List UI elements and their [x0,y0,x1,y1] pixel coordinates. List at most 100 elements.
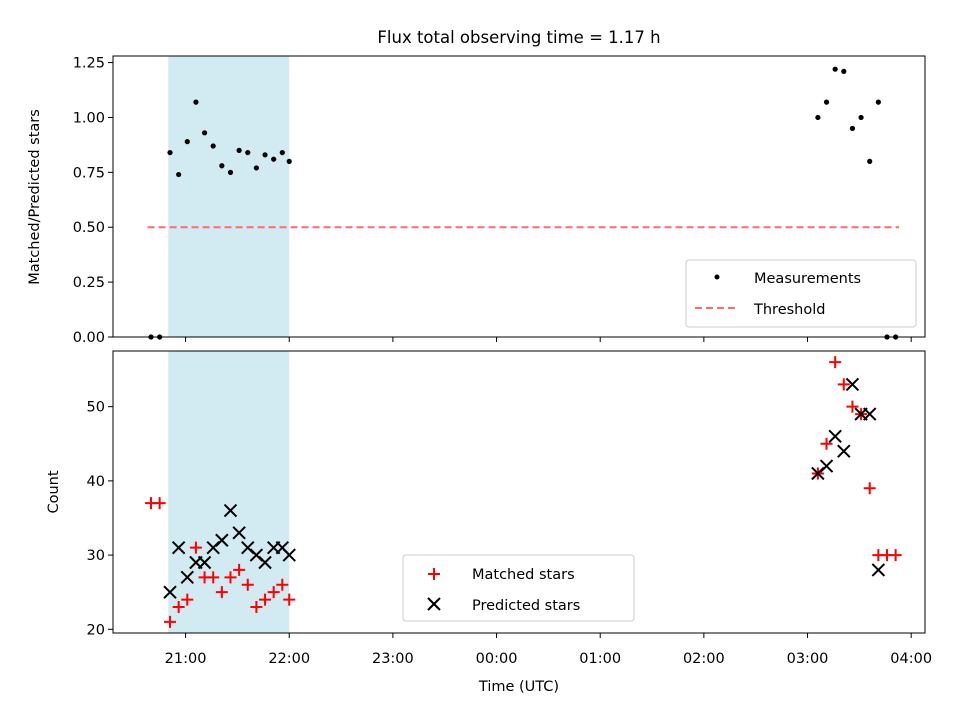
matched-stars-point [863,482,876,495]
y-tick-label: 50 [87,400,105,416]
measurements-point [815,114,821,121]
measurements-point [210,143,216,149]
y-tick-label: 1.00 [73,110,105,126]
legend-threshold-label: Threshold [753,302,825,318]
chart-title: Flux total observing time = 1.17 h [377,28,660,47]
measurements-point [253,165,259,171]
count-y-axis-label: Count [46,470,62,513]
measurements-point [286,158,292,164]
predicted-stars-point [223,503,238,518]
y-tick-label: 40 [87,474,105,490]
ratio-marks [148,66,899,340]
matched-stars-point [276,578,289,591]
measurements-point [271,156,277,162]
x-tick-label: 03:00 [787,651,829,667]
matched-stars-point [889,549,902,562]
legend-matched-marker [428,568,440,580]
ratio-x-ticks [185,337,912,342]
measurements-point [832,66,838,72]
y-tick-label: 0.25 [73,275,105,291]
predicted-stars-point [171,540,186,555]
matched-stars-point [181,593,194,606]
ratio-panel: 0.00 0.25 0.50 0.75 1.00 1.25 Matched/Predict… [27,55,926,346]
matched-stars-point [829,356,842,369]
predicted-stars-point [282,548,296,562]
predicted-stars-point [215,533,229,547]
matched-stars-point [172,601,185,614]
measurements-point [201,130,208,136]
matched-stars-point [153,497,166,510]
matched-stars-point [224,571,237,584]
measurements-point [176,171,182,178]
ratio-y-axis: 0.00 0.25 0.50 0.75 1.00 1.25 [73,56,113,346]
x-axis-label: Time (UTC) [478,679,559,695]
ratio-legend-box [685,259,917,328]
x-tick-label: 02:00 [683,651,725,667]
ratio-observing-span [168,56,290,337]
measurements-point [841,68,847,74]
measurements-point [858,114,864,121]
predicted-stars-point [819,459,834,473]
count-panel-frame [112,350,926,634]
ratio-y-axis-label: Matched/Predicted stars [27,109,43,285]
y-tick-label: 1.25 [73,56,105,72]
predicted-stars-point [828,429,842,444]
count-y-axis: 20 30 40 50 [87,400,113,638]
y-tick-label: 0.00 [73,330,105,346]
count-observing-span [168,351,290,633]
legend-predicted-label: Predicted stars [472,598,580,614]
y-tick-label: 0.50 [73,220,105,236]
legend-measurements-marker [714,274,720,280]
legend-matched-label: Matched stars [472,567,575,583]
legend-predicted-marker [427,597,441,611]
matched-stars-point [207,571,220,584]
matched-stars-point [283,593,296,606]
matched-stars-point [250,601,263,614]
matched-stars-point [164,615,177,628]
measurements-point [193,99,199,105]
y-tick-label: 20 [87,622,105,638]
predicted-stars-point [845,377,860,392]
predicted-stars-point [232,526,246,540]
measurements-point [849,125,856,132]
measurements-point [184,139,190,145]
y-tick-label: 30 [87,548,105,564]
predicted-stars-point [163,585,177,599]
count-x-axis: 21:00 22:00 23:00 00:00 01:00 02:00 03:00 04:00 [165,633,932,667]
legend-measurements-label: Measurements [754,271,861,287]
x-tick-label: 04:00 [890,651,932,667]
x-tick-label: 22:00 [268,651,310,667]
predicted-stars-point [197,555,212,570]
matched-stars-point [233,563,246,576]
matched-stars-point [241,578,254,591]
predicted-stars-point [837,444,851,458]
x-tick-label: 00:00 [476,651,518,667]
matched-stars-point [215,586,228,599]
count-panel: 20 30 40 50 21:00 22:00 23:00 00:00 01:00 02:00 0… [46,350,932,695]
count-legend-box [402,554,635,622]
predicted-stars-point [258,555,272,570]
matched-stars-point [820,437,833,450]
measurements-point [245,149,251,156]
matched-stars-point [846,400,859,413]
x-tick-label: 23:00 [372,651,414,667]
matched-stars-point [837,378,850,391]
measurements-point [167,149,173,156]
measurements-point [227,169,234,175]
matched-stars-point [189,541,202,554]
count-marks [145,356,902,628]
predicted-stars-point [180,570,194,585]
measurements-point [219,163,225,169]
measurements-point [875,99,881,105]
x-tick-label: 21:00 [165,651,207,667]
ratio-panel-frame [112,55,926,338]
measurements-point [262,152,268,158]
measurements-point [823,99,830,105]
measurements-point [279,149,285,156]
matched-stars-point [259,593,272,606]
y-tick-label: 0.75 [73,165,105,181]
measurements-point [867,158,873,164]
predicted-stars-point [863,407,877,421]
ratio-legend: Measurements Threshold [685,259,917,328]
